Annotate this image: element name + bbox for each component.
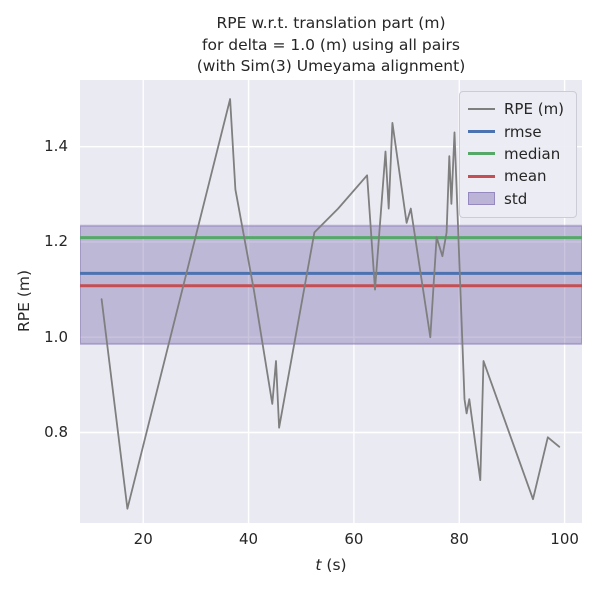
legend: RPE (m) rmse median mean std [459, 91, 577, 218]
legend-label: std [504, 189, 528, 208]
legend-item-mean: mean [468, 165, 568, 187]
x-axis-label-unit: (s) [321, 556, 347, 574]
rpe-series-line [100, 98, 561, 510]
x-tick-label: 60 [344, 530, 364, 548]
x-axis-label: t (s) [80, 556, 582, 574]
line-swatch [468, 130, 495, 134]
legend-item-rpe-m-: RPE (m) [468, 98, 568, 120]
x-tick-label: 40 [239, 530, 259, 548]
line-swatch [468, 152, 495, 156]
legend-item-std: std [468, 188, 568, 210]
chart-canvas [80, 80, 582, 523]
y-tick-label: 1.4 [44, 137, 68, 156]
x-tick-label: 20 [133, 530, 153, 548]
chart-title-line-3: (with Sim(3) Umeyama alignment) [196, 57, 466, 75]
legend-item-rmse: rmse [468, 120, 568, 142]
legend-label: rmse [504, 122, 542, 141]
legend-label: RPE (m) [504, 100, 565, 119]
line-swatch [468, 108, 495, 111]
x-axis-label-variable: t [315, 556, 322, 574]
y-tick-label: 1.2 [44, 232, 68, 251]
y-axis-label: RPE (m) [15, 269, 33, 333]
chart-title-line-1: RPE w.r.t. translation part (m) [216, 14, 446, 32]
legend-label: mean [504, 167, 547, 186]
y-tick-label: 1.0 [44, 327, 68, 346]
chart-title: RPE w.r.t. translation part (m) for delt… [80, 13, 582, 78]
chart-title-line-2: for delta = 1.0 (m) using all pairs [202, 35, 460, 54]
std-patch-swatch [468, 192, 495, 206]
legend-item-median: median [468, 143, 568, 165]
line-swatch [468, 174, 495, 178]
legend-label: median [504, 144, 561, 163]
x-tick-label: 100 [550, 530, 579, 548]
x-tick-label: 80 [449, 530, 469, 548]
y-tick-label: 0.8 [44, 422, 68, 441]
